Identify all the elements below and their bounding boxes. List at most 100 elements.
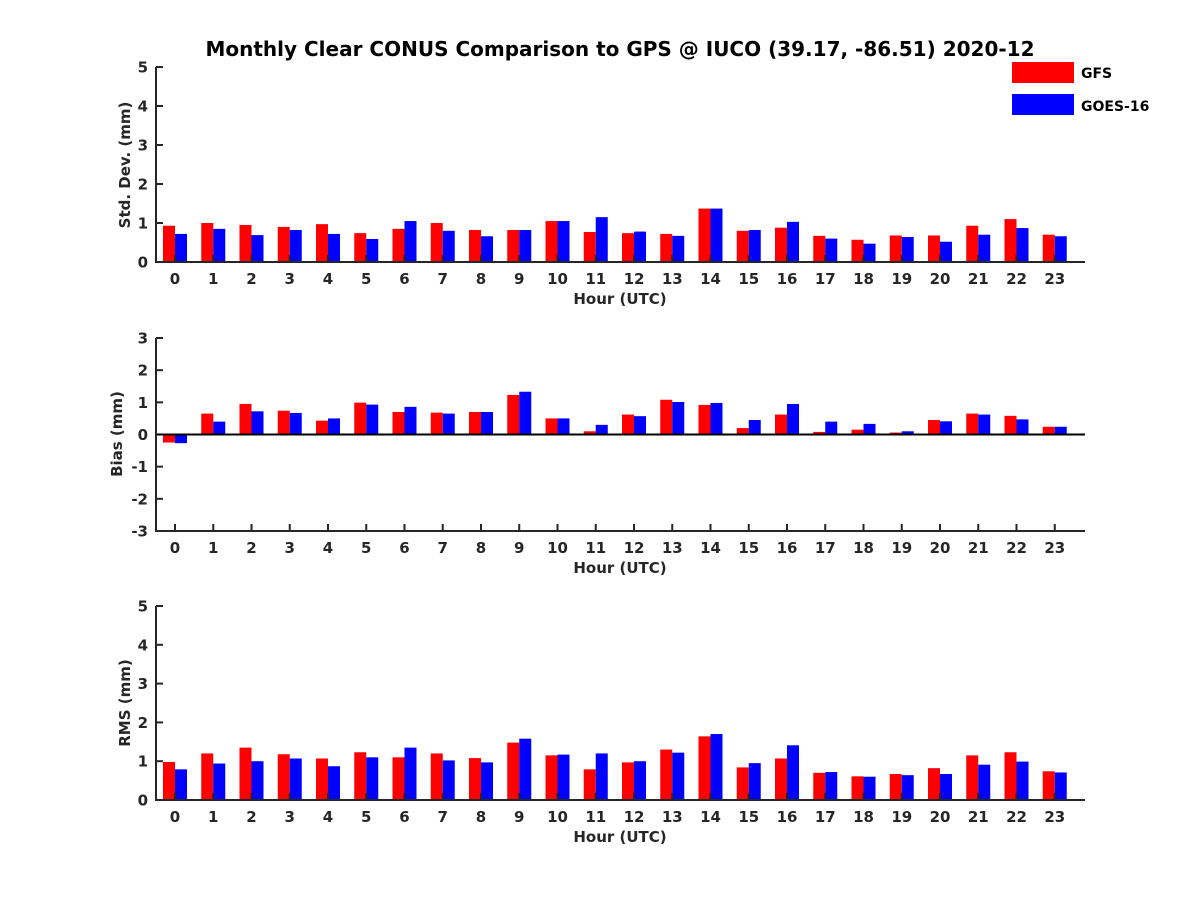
x-tick-label: 4 — [323, 808, 333, 826]
x-tick-label: 20 — [930, 808, 951, 826]
bar-gfs-hour-4 — [316, 758, 328, 800]
bar-gfs-hour-13 — [660, 749, 673, 800]
x-tick-label: 8 — [476, 808, 486, 826]
y-axis-label: Std. Dev. (mm) — [116, 102, 134, 229]
y-tick-label: -3 — [131, 523, 148, 541]
x-tick-label: 4 — [323, 270, 333, 288]
x-tick-label: 5 — [361, 808, 371, 826]
bar-goes16-hour-3 — [289, 758, 302, 800]
bar-gfs-hour-19 — [889, 774, 902, 800]
bar-goes16-hour-10 — [557, 221, 570, 262]
x-tick-label: 21 — [968, 270, 989, 288]
bar-goes16-hour-11 — [595, 217, 608, 262]
bar-goes16-hour-12 — [634, 761, 646, 800]
y-tick-label: 0 — [138, 254, 148, 272]
y-tick-label: 5 — [138, 59, 148, 77]
x-tick-label: 14 — [700, 808, 721, 826]
x-tick-label: 12 — [624, 270, 645, 288]
bar-gfs-hour-1 — [201, 413, 214, 435]
bar-goes16-hour-14 — [710, 208, 723, 262]
bar-goes16-hour-8 — [481, 762, 493, 800]
bar-goes16-hour-8 — [481, 411, 493, 435]
bar-gfs-hour-13 — [660, 233, 673, 262]
bar-gfs-hour-22 — [1004, 219, 1017, 262]
bar-gfs-hour-1 — [201, 753, 214, 800]
bar-goes16-hour-20 — [940, 421, 952, 435]
x-tick-label: 16 — [777, 539, 798, 557]
bar-gfs-hour-5 — [354, 752, 367, 800]
x-tick-label: 17 — [815, 539, 836, 557]
x-tick-label: 22 — [1006, 539, 1027, 557]
bar-goes16-hour-16 — [787, 745, 799, 800]
bar-goes16-hour-3 — [289, 230, 302, 262]
x-tick-label: 15 — [738, 808, 759, 826]
x-tick-label: 3 — [285, 270, 295, 288]
bar-goes16-hour-0 — [175, 769, 187, 800]
legend-swatch-gfs — [1012, 62, 1074, 83]
bar-gfs-hour-14 — [698, 208, 711, 262]
legend-swatch-goes16 — [1012, 94, 1074, 115]
bar-goes16-hour-20 — [940, 241, 952, 262]
bar-gfs-hour-13 — [660, 399, 673, 435]
x-tick-label: 1 — [208, 539, 218, 557]
bar-goes16-hour-9 — [519, 738, 532, 800]
x-tick-label: 0 — [170, 808, 180, 826]
x-tick-label: 7 — [438, 270, 448, 288]
bar-goes16-hour-19 — [901, 775, 914, 800]
x-tick-label: 10 — [547, 808, 568, 826]
bar-goes16-hour-22 — [1016, 419, 1029, 435]
y-tick-label: 1 — [138, 215, 148, 233]
bar-goes16-hour-23 — [1054, 236, 1067, 262]
bar-gfs-hour-12 — [622, 414, 634, 435]
bar-gfs-hour-23 — [1042, 234, 1055, 262]
x-axis-label: Hour (UTC) — [573, 290, 666, 308]
y-tick-label: 3 — [138, 675, 148, 693]
x-tick-label: 12 — [624, 808, 645, 826]
bar-goes16-hour-4 — [328, 418, 340, 435]
bar-gfs-hour-10 — [545, 418, 558, 435]
x-tick-label: 22 — [1006, 270, 1027, 288]
x-tick-label: 6 — [399, 539, 409, 557]
bar-gfs-hour-0 — [163, 434, 175, 443]
y-tick-label: -1 — [131, 458, 148, 476]
bar-goes16-hour-0 — [175, 233, 187, 262]
bar-goes16-hour-9 — [519, 230, 532, 262]
x-tick-label: 11 — [585, 539, 606, 557]
bar-gfs-hour-17 — [813, 772, 826, 800]
bar-goes16-hour-23 — [1054, 772, 1067, 800]
bar-goes16-hour-15 — [748, 230, 761, 262]
x-tick-label: 13 — [662, 808, 683, 826]
bar-goes16-hour-23 — [1054, 426, 1067, 435]
bar-gfs-hour-2 — [239, 747, 252, 800]
x-tick-label: 13 — [662, 270, 683, 288]
x-tick-label: 8 — [476, 270, 486, 288]
x-tick-label: 9 — [514, 808, 524, 826]
bar-goes16-hour-6 — [404, 221, 417, 262]
bar-gfs-hour-22 — [1004, 752, 1017, 800]
bar-goes16-hour-5 — [366, 404, 379, 435]
bar-goes16-hour-2 — [251, 411, 264, 435]
bar-gfs-hour-12 — [622, 233, 634, 262]
bar-gfs-hour-16 — [775, 758, 787, 800]
bar-goes16-hour-12 — [634, 231, 646, 262]
bar-goes16-hour-2 — [251, 235, 264, 262]
x-tick-label: 17 — [815, 270, 836, 288]
legend-label-goes16: GOES-16 — [1081, 99, 1149, 115]
bar-gfs-hour-5 — [354, 233, 367, 262]
bar-goes16-hour-7 — [442, 413, 455, 435]
x-tick-label: 23 — [1044, 539, 1065, 557]
bar-gfs-hour-17 — [813, 431, 826, 435]
bar-gfs-hour-8 — [469, 411, 481, 435]
x-axis-label: Hour (UTC) — [573, 559, 666, 577]
bar-goes16-hour-9 — [519, 391, 532, 435]
bar-gfs-hour-17 — [813, 235, 826, 262]
bar-gfs-hour-18 — [851, 239, 864, 262]
bar-gfs-hour-18 — [851, 429, 864, 435]
y-tick-label: 4 — [138, 98, 148, 116]
bar-goes16-hour-1 — [213, 421, 226, 435]
y-axis-label: Bias (mm) — [108, 391, 126, 477]
bar-gfs-hour-9 — [507, 742, 520, 800]
bar-gfs-hour-9 — [507, 394, 520, 435]
bar-gfs-hour-22 — [1004, 415, 1017, 435]
